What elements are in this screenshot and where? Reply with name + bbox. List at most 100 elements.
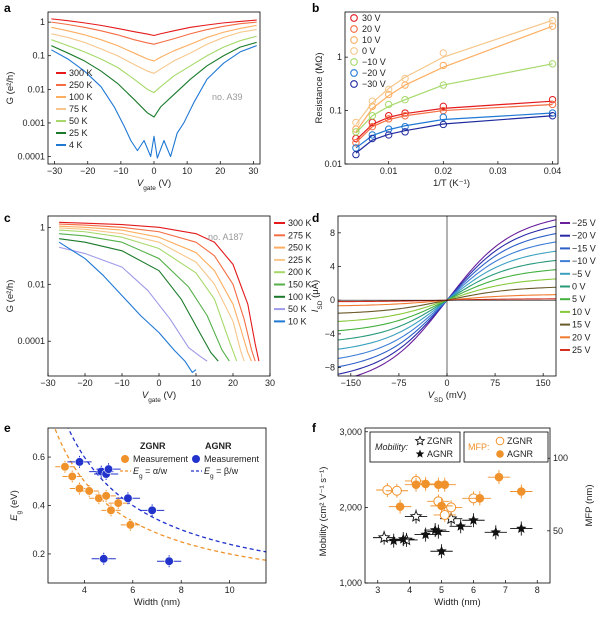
- panel-d-xlabel-part: V: [428, 390, 436, 401]
- panel-f-data-point: [421, 479, 430, 489]
- panel-b-data-point: [384, 90, 393, 99]
- panel-b-ytick-label: 0.1: [329, 106, 342, 116]
- panel-f-data-point: [391, 485, 402, 496]
- panel-c-xtick-label: 20: [228, 378, 238, 388]
- panel-e-legend-fit-label-agnr-part: E: [204, 466, 211, 476]
- panel-a-xlabel-part: V: [137, 178, 145, 189]
- panel-b-xtick-label: 0.01: [380, 166, 398, 176]
- panel-c-ylabel-part: G (e²/h): [5, 280, 16, 313]
- panel-a-xtick-label: 10: [182, 166, 192, 176]
- panel-f-xtick-label: 7: [503, 585, 508, 595]
- panel-b-data-point: [401, 74, 409, 83]
- panel-b-data-point: [368, 122, 377, 131]
- panel-c-xlabel-part: V: [142, 390, 150, 401]
- panel-b-fit-line: [355, 25, 553, 133]
- panel-f-y2label-part: MFP (nm): [584, 484, 595, 526]
- panel-b-data-point: [439, 49, 448, 57]
- panel-f-legend-filled-star: [415, 449, 425, 458]
- panel-c-series-line: [58, 246, 208, 362]
- panel-e-data-point: [74, 457, 85, 467]
- panel-b-legend-marker: [350, 36, 358, 44]
- panel-a-series-line: [51, 35, 257, 94]
- panel-f-data-point: [494, 472, 504, 482]
- panel-b-data-point: [401, 122, 409, 131]
- panel-b-ylabel-part: Resistance (MΩ): [314, 53, 325, 124]
- panel-d-ylabel-part: (μA): [310, 280, 321, 301]
- panel-f-data-point: [437, 501, 446, 511]
- panel-f-legend-label-mob-zgnr: ZGNR: [427, 436, 453, 446]
- panel-c-note: no. A187: [208, 232, 244, 242]
- panel-f-data-point: [398, 533, 409, 544]
- panel-f-frame: [364, 427, 551, 584]
- panel-e-ylabel-part: (eV): [9, 490, 20, 511]
- panel-b-legend-marker: [350, 80, 358, 88]
- panel-f-data-point: [475, 494, 485, 503]
- panel-f-data-point: [436, 545, 447, 556]
- panel-d-ylabel-part: I: [310, 309, 321, 312]
- panel-f-legend-label-mfp-zgnr: ZGNR: [507, 436, 533, 446]
- panel-d-ylabel-part: SD: [317, 300, 324, 309]
- panel-d-ytick-label: 8: [330, 228, 335, 238]
- panel-e-legend-header-zgnr: ZGNR: [140, 441, 166, 451]
- panel-d-ytick-label: −8: [325, 363, 335, 373]
- panel-a-xtick-label: −10: [113, 166, 128, 176]
- panel-d-xtick-label: 75: [490, 378, 500, 388]
- panel-a-legend-label: 75 K: [69, 104, 88, 114]
- panel-b-data-point: [384, 125, 393, 133]
- panel-d-xtick-label: 150: [536, 378, 551, 388]
- panel-f-legend-label-mob-agnr: AGNR: [427, 449, 454, 459]
- panel-c-xtick-label: 10: [191, 378, 201, 388]
- panel-f-data-point: [377, 530, 391, 544]
- panel-b-legend-marker: [350, 69, 358, 77]
- panel-b-data-point: [548, 95, 557, 104]
- panel-b-data-point: [401, 128, 409, 136]
- panel-e-legend-fit-label-agnr: Eg = β/w: [204, 466, 239, 480]
- panel-b-ytick-label: 1: [337, 52, 342, 62]
- panel-e-data-point: [101, 491, 111, 501]
- panel-d-legend-label: −15 V: [572, 243, 596, 253]
- panel-f-ytick-label: 3,000: [339, 427, 362, 437]
- panel-c-letter: c: [4, 211, 11, 225]
- panel-b-data-point: [401, 95, 409, 104]
- panel-e-fit-curve: [67, 428, 266, 553]
- panel-b-data-point: [548, 112, 557, 120]
- panel-f-xlabel: Width (nm): [434, 597, 480, 608]
- panel-a-legend-label: 250 K: [69, 80, 93, 90]
- panel-a-ytick-label: 0.1: [32, 51, 45, 61]
- panel-a-xlabel: Vgate (V): [137, 178, 171, 192]
- panel-f-data-point: [516, 523, 527, 533]
- panel-a-series-line: [51, 41, 257, 118]
- panel-d-ytick-label: 0: [330, 295, 335, 305]
- panel-d-legend-label: 5 V: [572, 294, 586, 304]
- panel-f-data-point: [440, 480, 450, 490]
- panel-c-legend-label: 200 K: [288, 267, 312, 277]
- panel-c-legend-label: 50 K: [288, 304, 307, 314]
- panel-b-data-point: [548, 60, 557, 68]
- panel-c-series-line: [59, 227, 245, 362]
- panel-f-data-point: [411, 480, 421, 490]
- panel-e-xlabel: Width (nm): [134, 597, 180, 608]
- panel-c-xlabel-part: (V): [161, 390, 176, 401]
- panel-c-legend-label: 275 K: [288, 230, 312, 240]
- panel-a-ylabel: G (e²/h): [5, 72, 16, 105]
- panel-e-data-point: [113, 498, 123, 508]
- panel-a-lines: [51, 18, 257, 159]
- panel-b-legend-label: 30 V: [362, 13, 381, 23]
- panel-a-note: no. A39: [212, 92, 243, 102]
- panel-e-legend-fit-label-agnr-part: g: [210, 473, 214, 480]
- panel-b-data-point: [384, 115, 393, 123]
- panel-b-frame: [344, 11, 559, 165]
- panel-b-legend-label: 20 V: [362, 24, 381, 34]
- panel-e: e 4 6 8 10 0.2 0.4 0.6 Width (nm) Eg (eV) ZGNR AGNR…: [4, 421, 267, 608]
- panel-b-xtick-label: 0.03: [489, 166, 507, 176]
- panel-d-legend-label: 20 V: [572, 332, 591, 342]
- panel-b-legend-label: −20 V: [362, 68, 386, 78]
- panel-a-legend-label: 50 K: [69, 116, 88, 126]
- panel-f-marks: [372, 470, 533, 559]
- panel-f-ylabel-part: Mobility (cm² V⁻¹ s⁻¹): [318, 467, 329, 557]
- panel-c-series-line: [59, 229, 238, 362]
- panel-a-series-line: [51, 24, 257, 62]
- panel-e-xtick-label: 8: [179, 585, 184, 595]
- panel-f-data-point: [388, 535, 399, 546]
